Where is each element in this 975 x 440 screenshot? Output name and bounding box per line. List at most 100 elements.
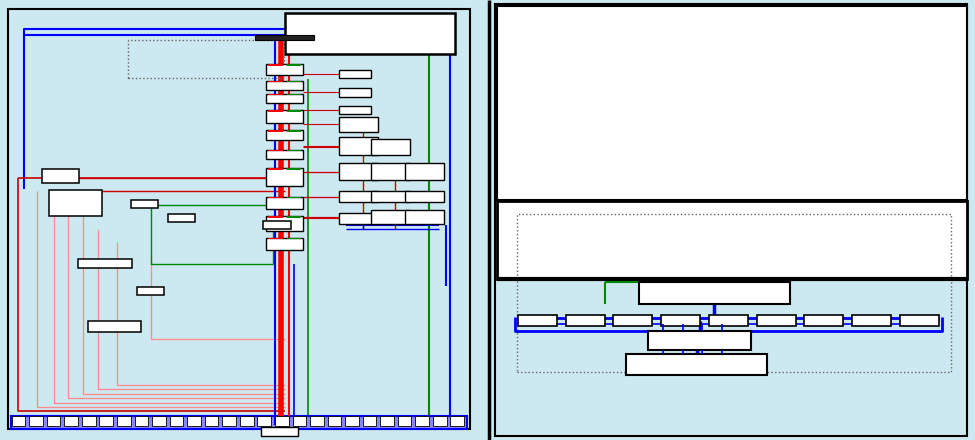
Bar (292, 416, 306, 426)
Bar (135, 416, 148, 426)
Bar (613, 315, 652, 326)
Bar (285, 13, 455, 54)
Bar (852, 315, 891, 326)
Bar (42, 169, 79, 183)
Bar (518, 315, 557, 326)
Bar (370, 139, 410, 155)
Bar (405, 210, 444, 224)
Bar (266, 94, 303, 103)
Bar (268, 150, 283, 151)
Bar (266, 216, 303, 231)
Bar (266, 110, 303, 123)
Bar (900, 315, 939, 326)
Bar (263, 221, 291, 229)
Bar (257, 416, 271, 426)
Bar (497, 201, 967, 279)
Bar (268, 216, 283, 218)
Bar (363, 416, 376, 426)
Bar (495, 4, 967, 436)
Bar (117, 416, 131, 426)
Bar (287, 197, 301, 198)
Bar (49, 190, 102, 216)
Bar (287, 64, 301, 66)
Bar (497, 6, 967, 200)
Bar (287, 168, 301, 170)
Bar (345, 416, 359, 426)
Bar (205, 416, 218, 426)
Bar (328, 416, 341, 426)
Bar (450, 416, 464, 426)
Bar (12, 416, 25, 426)
Bar (310, 416, 324, 426)
Bar (339, 137, 378, 155)
Bar (266, 81, 303, 90)
Bar (268, 94, 283, 95)
Bar (29, 416, 43, 426)
Bar (78, 259, 132, 268)
Bar (64, 416, 78, 426)
Bar (709, 315, 748, 326)
Bar (128, 40, 284, 78)
Bar (804, 315, 843, 326)
Bar (287, 130, 301, 132)
Bar (131, 200, 158, 208)
Bar (566, 315, 604, 326)
Bar (268, 168, 283, 170)
Bar (266, 130, 303, 140)
Bar (287, 81, 301, 82)
Bar (757, 315, 796, 326)
Bar (398, 416, 411, 426)
Bar (339, 117, 378, 132)
Bar (47, 416, 60, 426)
Bar (648, 331, 751, 350)
Bar (339, 163, 378, 180)
Bar (626, 354, 767, 375)
Bar (268, 197, 283, 198)
Bar (661, 315, 700, 326)
Bar (415, 416, 429, 426)
Bar (99, 416, 113, 426)
Bar (639, 282, 790, 304)
Bar (82, 416, 96, 426)
Bar (268, 130, 283, 132)
Bar (8, 9, 470, 429)
Bar (370, 163, 410, 180)
Bar (287, 110, 301, 112)
Bar (11, 416, 467, 429)
Bar (339, 213, 378, 224)
Bar (187, 416, 201, 426)
Bar (339, 191, 378, 202)
Bar (339, 88, 370, 97)
Bar (405, 163, 444, 180)
Bar (433, 416, 447, 426)
Bar (136, 287, 164, 295)
Bar (168, 214, 195, 222)
Bar (380, 416, 394, 426)
Bar (287, 216, 301, 218)
Bar (287, 150, 301, 151)
Bar (517, 214, 951, 372)
Bar (255, 35, 314, 40)
Bar (339, 70, 370, 78)
Bar (152, 416, 166, 426)
Bar (240, 416, 254, 426)
Bar (266, 168, 303, 186)
Bar (268, 238, 283, 239)
Bar (88, 321, 141, 332)
Bar (370, 191, 410, 202)
Bar (287, 238, 301, 239)
Bar (266, 150, 303, 159)
Bar (287, 94, 301, 95)
Bar (405, 191, 444, 202)
Bar (266, 64, 303, 75)
Bar (339, 106, 370, 114)
Bar (275, 416, 289, 426)
Bar (266, 197, 303, 209)
Bar (268, 64, 283, 66)
Bar (170, 416, 183, 426)
Bar (266, 238, 303, 250)
Bar (222, 416, 236, 426)
Bar (268, 110, 283, 112)
Bar (370, 210, 410, 224)
Bar (261, 427, 298, 436)
